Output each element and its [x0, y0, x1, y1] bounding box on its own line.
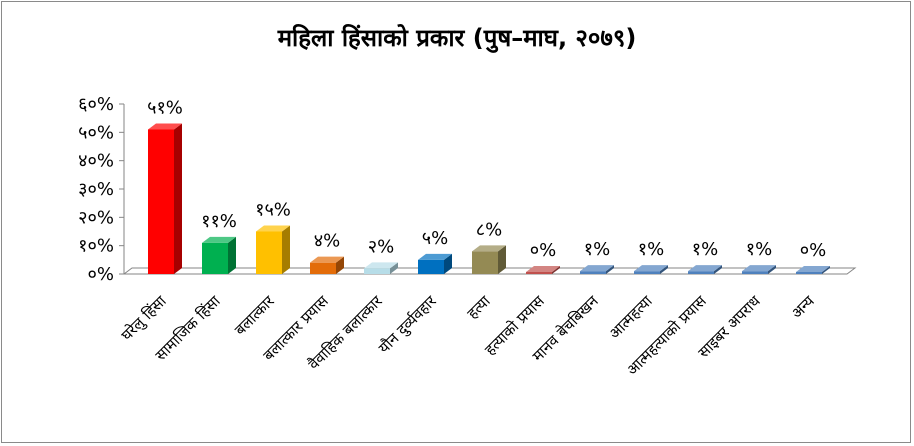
data-labels: ५१% ११% १५% ४% २% ५% ८% ०% १% १% १% १% ०%: [147, 98, 826, 262]
bar-side: [768, 265, 776, 274]
bar-top: [310, 256, 344, 263]
y-tick-label: २०%: [78, 207, 114, 228]
bar: [148, 123, 182, 274]
bar-side: [390, 262, 398, 274]
bar-side: [282, 225, 290, 274]
bar: [742, 265, 776, 274]
bar-side: [444, 253, 452, 274]
category-label: आत्महत्या: [605, 291, 656, 342]
data-label: ८%: [476, 219, 502, 240]
bar-top: [202, 236, 236, 243]
bar: [526, 266, 560, 274]
data-label: ०%: [800, 240, 826, 261]
data-label: ५१%: [147, 98, 183, 119]
category-labels: घरेलु हिंसासामाजिक हिंसा बलात्कारबलात्कार…: [118, 291, 818, 379]
bar-side: [552, 266, 560, 274]
data-label: ०%: [530, 240, 556, 261]
bar: [418, 253, 452, 274]
bar-side: [174, 123, 182, 274]
bar-top: [526, 266, 560, 272]
bar-front: [310, 262, 336, 274]
bar-front: [526, 272, 552, 274]
y-tick-label: ०%: [88, 264, 114, 285]
bar-top: [256, 225, 290, 232]
bar-side: [336, 256, 344, 274]
y-tick-label: ५०%: [78, 122, 114, 143]
bar-front: [688, 271, 714, 274]
data-label: १%: [638, 239, 664, 260]
chart-title: महिला हिंसाको प्रकार (पुष–माघ, २०७९): [277, 24, 637, 53]
bar-front: [202, 242, 228, 274]
bar-top: [580, 265, 614, 272]
data-label: १%: [692, 239, 718, 260]
bar-top: [742, 265, 776, 272]
bar: [580, 265, 614, 274]
bar-front: [796, 272, 822, 274]
bar-top: [688, 265, 722, 272]
category-label: घरेलु हिंसा: [118, 291, 172, 345]
data-label: १%: [584, 239, 610, 260]
y-tick-label: ४०%: [78, 151, 114, 172]
bar: [310, 256, 344, 274]
bar-side: [606, 265, 614, 274]
bar-front: [472, 251, 498, 274]
category-label: बलात्कार: [231, 291, 278, 338]
y-axis-ticks: ०% १०% २०% ३०% ४०% ५०% ६०%: [78, 94, 124, 285]
y-tick-label: १०%: [78, 236, 114, 257]
bar-side: [822, 266, 830, 274]
bar-front: [364, 268, 390, 274]
bar-front: [742, 271, 768, 274]
data-label: १५%: [255, 200, 291, 221]
bar-front: [418, 259, 444, 274]
data-label: ४%: [314, 231, 340, 252]
bar-top: [796, 266, 830, 272]
data-label: २%: [368, 236, 394, 257]
bar-side: [660, 265, 668, 274]
bar-front: [148, 129, 174, 274]
bar: [256, 225, 290, 274]
data-label: ५%: [422, 228, 448, 249]
bar-top: [418, 253, 452, 260]
bar-front: [256, 231, 282, 274]
bar: [634, 265, 668, 274]
bar: [472, 245, 506, 274]
y-tick-label: ६०%: [78, 94, 114, 115]
category-label: हत्या: [463, 291, 494, 322]
bar-side: [714, 265, 722, 274]
data-label: १%: [746, 239, 772, 260]
bar-front: [580, 271, 606, 274]
bar: [202, 236, 236, 274]
bar-top: [364, 262, 398, 269]
category-label: अन्य: [788, 292, 818, 322]
bars: [148, 123, 830, 274]
bar-top: [472, 245, 506, 252]
bar: [796, 266, 830, 274]
y-tick-label: ३०%: [78, 179, 114, 200]
bar-side: [228, 236, 236, 274]
data-label: ११%: [201, 211, 237, 232]
bar-front: [634, 271, 660, 274]
bar: [688, 265, 722, 274]
bar: [364, 262, 398, 274]
bar-top: [148, 123, 182, 130]
bar-side: [498, 245, 506, 274]
category-label: यौन दुर्व्यवहार: [375, 291, 441, 357]
bar-top: [634, 265, 668, 272]
